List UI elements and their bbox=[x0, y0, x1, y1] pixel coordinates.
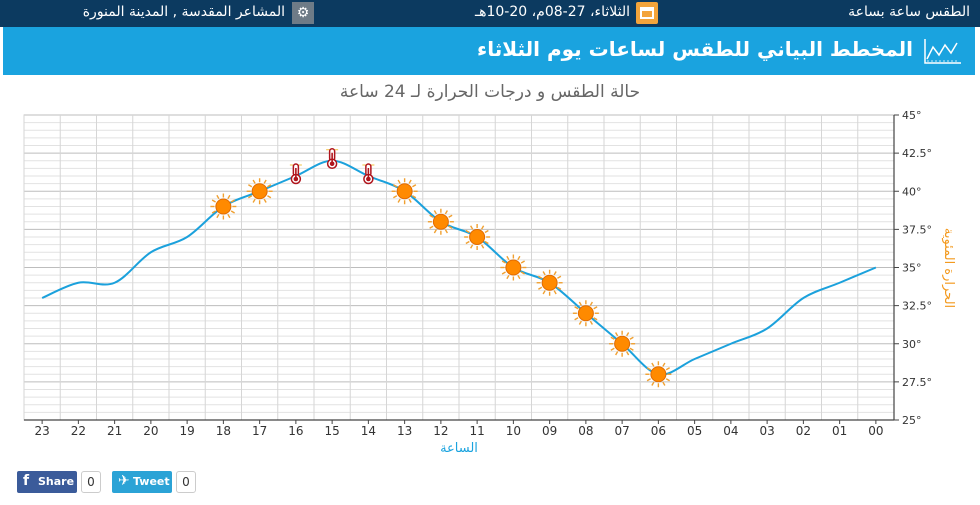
x-tick-label: 14 bbox=[361, 424, 376, 438]
calendar-icon[interactable] bbox=[636, 2, 658, 24]
chart-line-layer bbox=[41, 159, 877, 376]
x-tick-label: 02 bbox=[796, 424, 811, 438]
x-tick-label: 09 bbox=[542, 424, 557, 438]
sun-icon bbox=[572, 300, 599, 327]
y-tick-label: 45° bbox=[902, 109, 922, 122]
location-text[interactable]: المشاعر المقدسة , المدينة المنورة bbox=[82, 4, 285, 20]
tweet-button[interactable]: ✈ Tweet bbox=[112, 471, 172, 493]
chart-grid bbox=[23, 114, 895, 421]
x-tick-label: 18 bbox=[216, 424, 231, 438]
sun-icon bbox=[391, 178, 418, 205]
thermometer-icon bbox=[362, 163, 375, 185]
x-tick-label: 12 bbox=[433, 424, 448, 438]
x-tick-label: 03 bbox=[759, 424, 774, 438]
page-title: المخطط البياني للطقس لساعات يوم الثلاثاء bbox=[477, 37, 913, 61]
sun-icon bbox=[645, 361, 672, 388]
y-tick-label: 30° bbox=[902, 338, 922, 351]
sun-icon bbox=[427, 208, 454, 235]
x-tick-label: 13 bbox=[397, 424, 412, 438]
y-tick-label: 32.5° bbox=[902, 300, 932, 313]
chart-ticks: 45° 42.5° 40° 37.5° 35° 32.5° 30° 27.5° 25° 00 01 0… bbox=[34, 109, 932, 438]
y-axis-label: الحرارة المئوية bbox=[941, 228, 956, 308]
line-chart-icon bbox=[924, 39, 961, 64]
x-tick-label: 20 bbox=[143, 424, 158, 438]
sun-icon bbox=[246, 178, 273, 205]
x-tick-label: 05 bbox=[687, 424, 702, 438]
sun-icon bbox=[210, 193, 237, 220]
chart-icon-layer bbox=[210, 148, 672, 388]
x-tick-label: 08 bbox=[578, 424, 593, 438]
date-text: الثلاثاء، 27-08م، 20-10هـ bbox=[474, 4, 630, 20]
x-tick-label: 11 bbox=[469, 424, 484, 438]
x-tick-label: 10 bbox=[506, 424, 521, 438]
share-count: 0 bbox=[81, 471, 101, 493]
x-tick-label: 15 bbox=[324, 424, 339, 438]
x-tick-label: 21 bbox=[107, 424, 122, 438]
x-tick-label: 04 bbox=[723, 424, 738, 438]
sun-icon bbox=[536, 269, 563, 296]
sun-icon bbox=[464, 224, 491, 250]
hourly-weather-link[interactable]: الطقس ساعة بساعة bbox=[848, 4, 970, 20]
y-tick-label: 40° bbox=[902, 185, 922, 198]
x-tick-label: 17 bbox=[252, 424, 267, 438]
tweet-count: 0 bbox=[176, 471, 196, 493]
thermometer-icon bbox=[289, 163, 302, 185]
x-tick-label: 07 bbox=[614, 424, 629, 438]
thermometer-icon bbox=[326, 148, 339, 169]
x-tick-label: 00 bbox=[868, 424, 883, 438]
weather-chart: 45° 42.5° 40° 37.5° 35° 32.5° 30° 27.5° 25° 00 01 0… bbox=[23, 109, 956, 456]
x-axis-label: الساعة bbox=[440, 441, 478, 456]
x-tick-label: 22 bbox=[71, 424, 86, 438]
x-tick-label: 19 bbox=[179, 424, 194, 438]
facebook-share-button[interactable]: f Share bbox=[17, 471, 77, 493]
y-tick-label: 25° bbox=[902, 414, 922, 427]
y-tick-label: 27.5° bbox=[902, 376, 932, 389]
x-tick-label: 23 bbox=[34, 424, 49, 438]
sun-icon bbox=[609, 330, 636, 357]
y-tick-label: 37.5° bbox=[902, 223, 932, 236]
chart-title: حالة الطقس و درجات الحرارة لـ 24 ساعة bbox=[339, 82, 641, 102]
gear-icon[interactable]: ⚙ bbox=[292, 2, 314, 24]
twitter-icon: ✈ bbox=[118, 473, 130, 489]
y-tick-label: 42.5° bbox=[902, 147, 932, 160]
x-tick-label: 01 bbox=[832, 424, 847, 438]
temperature-series-line bbox=[41, 159, 877, 376]
top-bar: الطقس ساعة بساعة الثلاثاء، 27-08م، 20-10… bbox=[0, 0, 980, 27]
x-tick-label: 16 bbox=[288, 424, 303, 438]
y-tick-label: 35° bbox=[902, 262, 922, 275]
x-tick-label: 06 bbox=[651, 424, 666, 438]
facebook-icon: f bbox=[23, 473, 30, 489]
title-bar: المخطط البياني للطقس لساعات يوم الثلاثاء bbox=[3, 27, 975, 75]
sun-icon bbox=[500, 254, 527, 281]
